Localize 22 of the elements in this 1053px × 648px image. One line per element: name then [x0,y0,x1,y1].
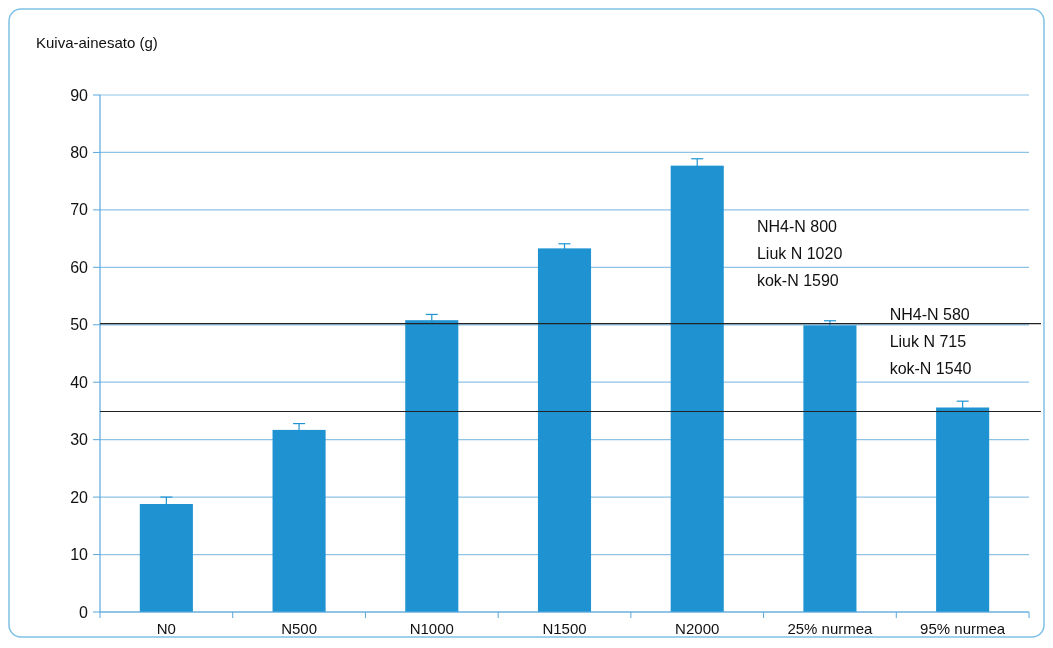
y-axis-title: Kuiva-ainesato (g) [36,34,158,51]
x-tick-label: 95% nurmea [920,620,1006,637]
ref-line-label: NH4-N 800 Liuk N 1020 kok-N 1590 [756,217,843,289]
x-tick-label: N500 [281,620,317,637]
y-tick-label: 0 [79,603,89,621]
y-tick-label: 60 [70,258,89,276]
x-tick-label: N2000 [675,620,720,637]
y-tick-label: 30 [70,431,89,449]
y-tick-label: 80 [70,144,89,162]
y-tick-label: 40 [70,373,89,391]
y-tick-label: 20 [70,488,89,506]
y-tick-label: 70 [70,201,89,219]
x-tick-label: 25% nurmea [787,620,874,637]
bar [803,325,857,612]
y-tick-label: 50 [70,316,89,334]
x-tick-label: N1500 [542,620,587,637]
y-tick-label: 10 [70,546,89,564]
x-tick-label: N1000 [409,620,454,637]
y-tick-label: 90 [70,86,89,104]
x-tick-label: N0 [156,620,176,637]
ref-line-label: NH4-N 580 Liuk N 715 kok-N 1540 [889,305,972,377]
bar [537,248,592,612]
